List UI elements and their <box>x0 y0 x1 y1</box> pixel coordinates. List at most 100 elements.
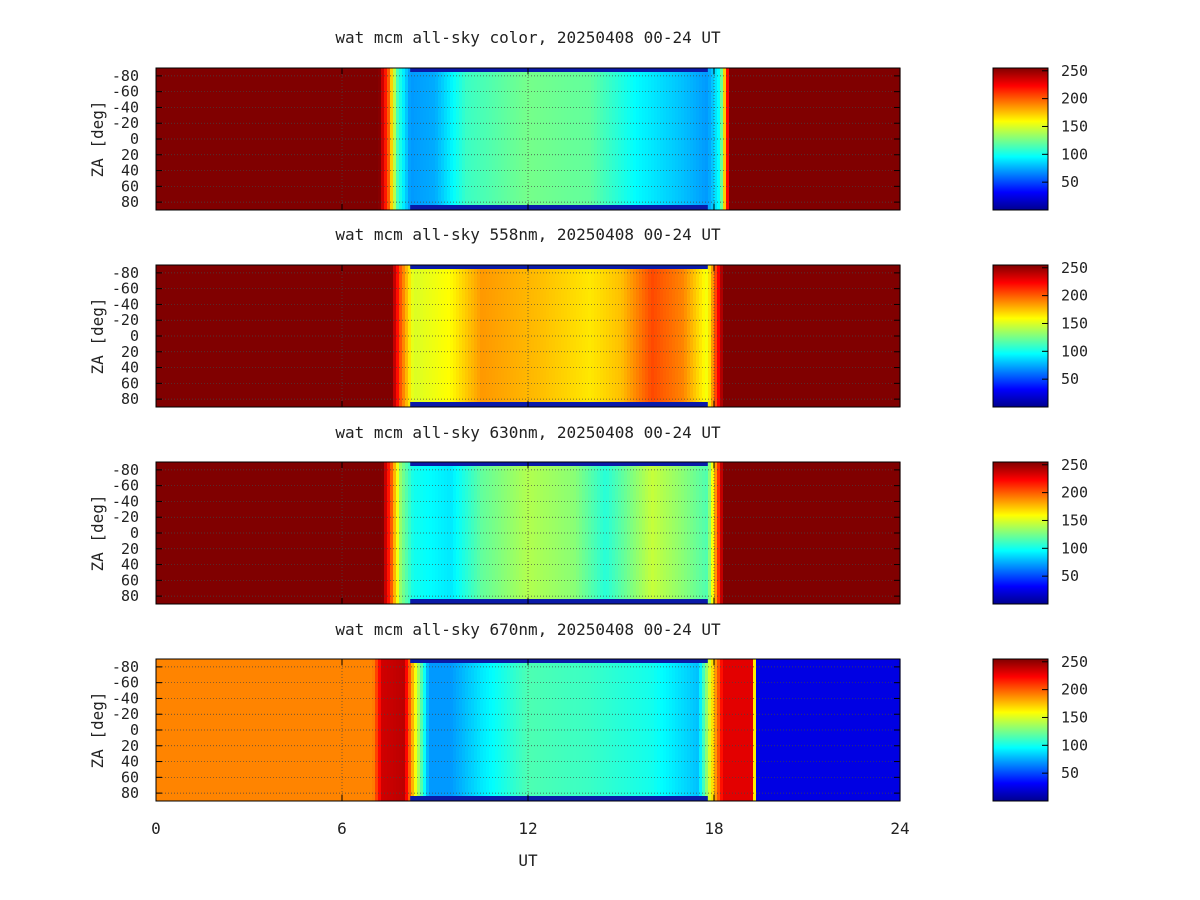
heatmap-column <box>195 265 199 407</box>
heatmap-column <box>759 68 763 210</box>
heatmap-column <box>477 265 481 407</box>
heatmap-column <box>639 462 643 604</box>
heatmap-column <box>345 68 349 210</box>
heatmap-column <box>162 265 166 407</box>
heatmap-column <box>555 659 559 801</box>
heatmap-column <box>480 462 484 604</box>
heatmap-column <box>222 659 226 801</box>
heatmap-column <box>285 659 289 801</box>
heatmap-column <box>867 265 871 407</box>
heatmap-column <box>174 68 178 210</box>
colorbar-tick-label: 150 <box>1061 511 1088 529</box>
heatmap-column <box>426 68 430 210</box>
heatmap-column <box>231 265 235 407</box>
heatmap-column <box>636 68 640 210</box>
colorbar-tick-label: 200 <box>1061 681 1088 699</box>
heatmap-column <box>651 68 655 210</box>
y-tick-label: -80 <box>112 264 139 282</box>
y-tick-label: 60 <box>121 177 139 195</box>
heatmap-column <box>351 68 355 210</box>
heatmap-column <box>492 659 496 801</box>
heatmap-column <box>807 462 811 604</box>
heatmap-column <box>819 462 823 604</box>
heatmap-column <box>600 462 604 604</box>
heatmap-column <box>363 462 367 604</box>
heatmap-column <box>267 462 271 604</box>
heatmap-column <box>255 659 259 801</box>
heatmap-column <box>666 265 670 407</box>
heatmap-column <box>372 462 376 604</box>
heatmap-column <box>384 68 388 210</box>
heatmap-column <box>303 659 307 801</box>
y-tick-label: -80 <box>112 67 139 85</box>
heatmap-column <box>486 659 490 801</box>
heatmap-column <box>750 68 754 210</box>
heatmap-column <box>447 265 451 407</box>
heatmap-column <box>264 68 268 210</box>
heatmap-column <box>375 68 379 210</box>
heatmap-column <box>357 462 361 604</box>
heatmap-column <box>213 68 217 210</box>
heatmap-column <box>204 462 208 604</box>
heatmap-column <box>837 462 841 604</box>
heatmap-column <box>891 462 895 604</box>
y-tick-label: 60 <box>121 768 139 786</box>
heatmap-column <box>717 265 721 407</box>
heatmap-column <box>837 68 841 210</box>
heatmap-column <box>852 265 856 407</box>
heatmap-column <box>336 462 340 604</box>
heatmap-column <box>321 68 325 210</box>
heatmap-column <box>552 265 556 407</box>
heatmap-column <box>792 68 796 210</box>
heatmap-column <box>174 462 178 604</box>
heatmap-column <box>567 462 571 604</box>
heatmap-column <box>465 265 469 407</box>
heatmap-column <box>627 68 631 210</box>
heatmap-column <box>378 265 382 407</box>
heatmap-column <box>327 462 331 604</box>
heatmap-column <box>828 659 832 801</box>
heatmap-column <box>801 659 805 801</box>
heatmap-column <box>522 659 526 801</box>
heatmap-column <box>261 68 265 210</box>
heatmap-column <box>786 659 790 801</box>
heatmap-column <box>270 265 274 407</box>
heatmap-column <box>273 265 277 407</box>
y-tick-label: 60 <box>121 374 139 392</box>
heatmap-column <box>288 462 292 604</box>
heatmap-column <box>408 659 412 801</box>
heatmap-column <box>546 462 550 604</box>
heatmap-column <box>264 659 268 801</box>
heatmap-column <box>258 659 262 801</box>
heatmap-column <box>756 659 760 801</box>
heatmap-column <box>306 659 310 801</box>
horizon-band-bottom <box>410 205 708 210</box>
heatmap-column <box>669 462 673 604</box>
heatmap-column <box>237 462 241 604</box>
colorbar-tick-label: 150 <box>1061 314 1088 332</box>
heatmap-column <box>324 659 328 801</box>
heatmap-column <box>534 659 538 801</box>
heatmap-column <box>252 659 256 801</box>
heatmap-column <box>498 659 502 801</box>
heatmap-column <box>438 659 442 801</box>
heatmap-column <box>366 462 370 604</box>
heatmap-column <box>528 462 532 604</box>
y-tick-label: -60 <box>112 477 139 495</box>
heatmap-column <box>165 265 169 407</box>
heatmap-column <box>348 659 352 801</box>
heatmap-column <box>399 68 403 210</box>
heatmap-column <box>540 265 544 407</box>
y-tick-label: -60 <box>112 280 139 298</box>
heatmap-column <box>675 68 679 210</box>
y-tick-label: 40 <box>121 162 139 180</box>
heatmap-column <box>573 265 577 407</box>
heatmap-column <box>834 265 838 407</box>
heatmap-column <box>810 265 814 407</box>
heatmap-column <box>234 68 238 210</box>
heatmap-column <box>183 68 187 210</box>
heatmap-column <box>411 462 415 604</box>
heatmap-column <box>669 265 673 407</box>
heatmap-column <box>459 462 463 604</box>
